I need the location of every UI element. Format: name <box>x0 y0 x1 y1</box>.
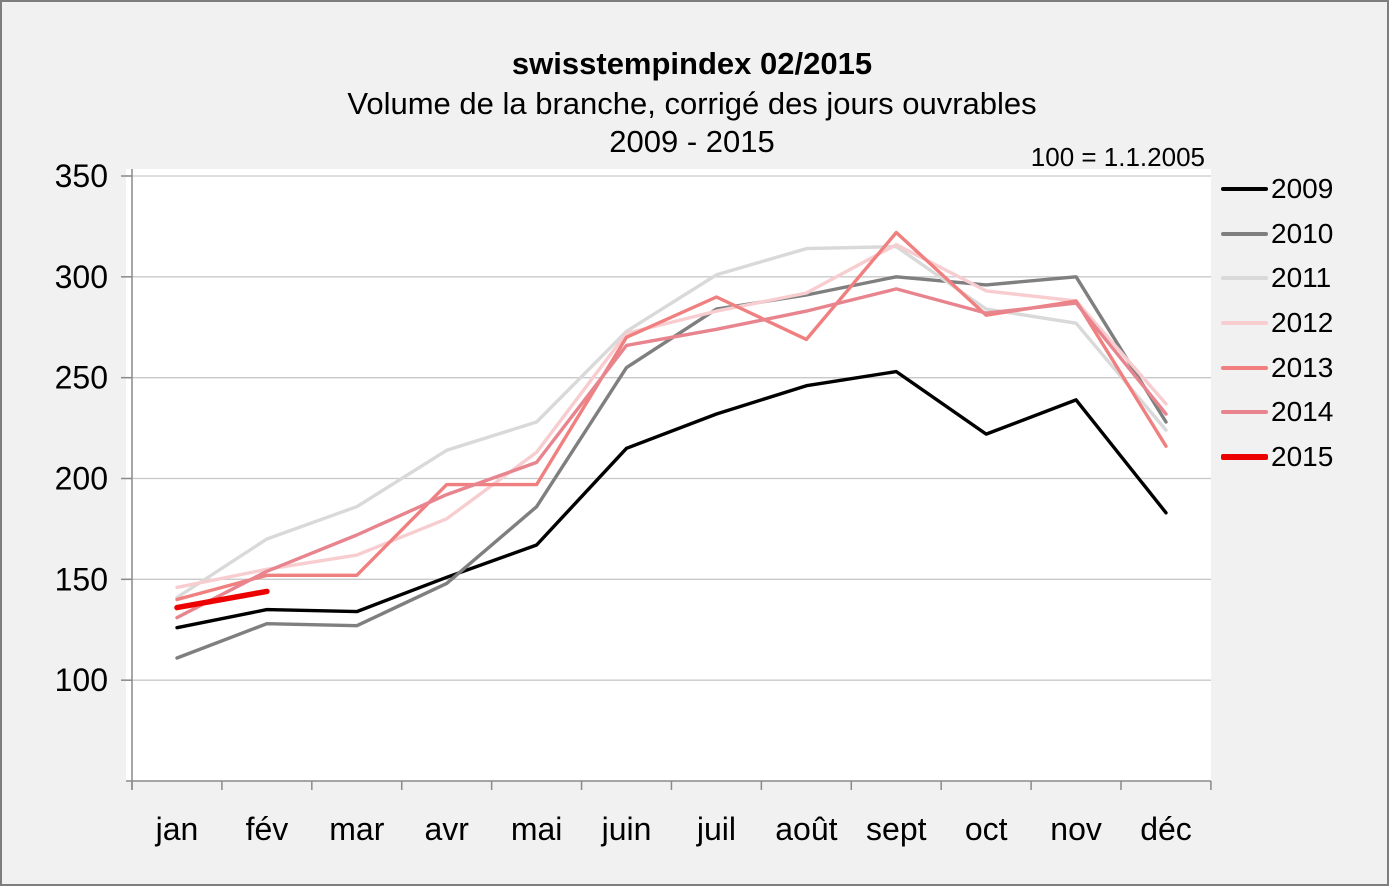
x-axis-label-avr: avr <box>425 811 470 847</box>
legend-item-2011: 2011 <box>1221 256 1386 301</box>
legend-label-2010: 2010 <box>1271 217 1334 249</box>
legend-label-2011: 2011 <box>1271 262 1332 294</box>
legend-item-2014: 2014 <box>1221 390 1386 435</box>
x-axis-label-nov: nov <box>1050 811 1102 847</box>
x-axis-label-jan: jan <box>155 811 199 847</box>
legend-swatch-2014 <box>1221 410 1268 415</box>
legend-item-2010: 2010 <box>1221 212 1386 257</box>
legend-label-2013: 2013 <box>1271 351 1334 383</box>
legend-label-2009: 2009 <box>1271 173 1334 205</box>
chart-title: swisstempindex 02/2015 <box>511 46 873 81</box>
legend-item-2015: 2015 <box>1221 435 1386 480</box>
legend-swatch-2010 <box>1221 231 1268 236</box>
chart-period: 2009 - 2015 <box>609 124 775 159</box>
legend-label-2015: 2015 <box>1271 440 1334 472</box>
legend-label-2014: 2014 <box>1271 396 1334 428</box>
index-base-note: 100 = 1.1.2005 <box>1030 142 1205 172</box>
chart-legend: 2009 2010 2011 2012 2013 2014 2015 <box>1221 167 1386 479</box>
y-axis-label-300: 300 <box>55 259 108 295</box>
y-axis-label-350: 350 <box>55 158 108 194</box>
legend-swatch-2009 <box>1221 187 1268 192</box>
legend-label-2012: 2012 <box>1271 307 1334 339</box>
x-axis-label-oct: oct <box>965 811 1008 847</box>
series-line-2014 <box>175 287 1168 620</box>
x-axis-label-mar: mar <box>329 811 384 847</box>
x-axis-label-juil: juil <box>696 811 736 847</box>
legend-item-2012: 2012 <box>1221 301 1386 346</box>
x-axis-label-déc: déc <box>1140 811 1192 847</box>
x-axis-label-juin: juin <box>601 811 652 847</box>
y-axis-label-150: 150 <box>55 561 108 597</box>
series-line-2009 <box>175 369 1168 630</box>
y-axis-label-250: 250 <box>55 360 108 396</box>
legend-swatch-2013 <box>1221 365 1268 370</box>
legend-swatch-2015 <box>1221 453 1268 460</box>
legend-swatch-2011 <box>1221 276 1268 281</box>
x-axis-label-sept: sept <box>866 811 927 847</box>
y-axis-label-100: 100 <box>55 662 108 698</box>
legend-item-2009: 2009 <box>1221 167 1386 212</box>
legend-item-2013: 2013 <box>1221 345 1386 390</box>
x-axis-label-août: août <box>775 811 837 847</box>
x-axis-label-mai: mai <box>511 811 563 847</box>
y-axis-label-200: 200 <box>55 461 108 497</box>
legend-swatch-2012 <box>1221 321 1268 326</box>
chart-subtitle: Volume de la branche, corrigé des jours … <box>347 86 1037 121</box>
series-line-2012 <box>175 242 1168 590</box>
series-line-2015 <box>174 588 270 611</box>
plot-area <box>126 169 1211 781</box>
x-axis-label-fév: fév <box>246 811 289 847</box>
